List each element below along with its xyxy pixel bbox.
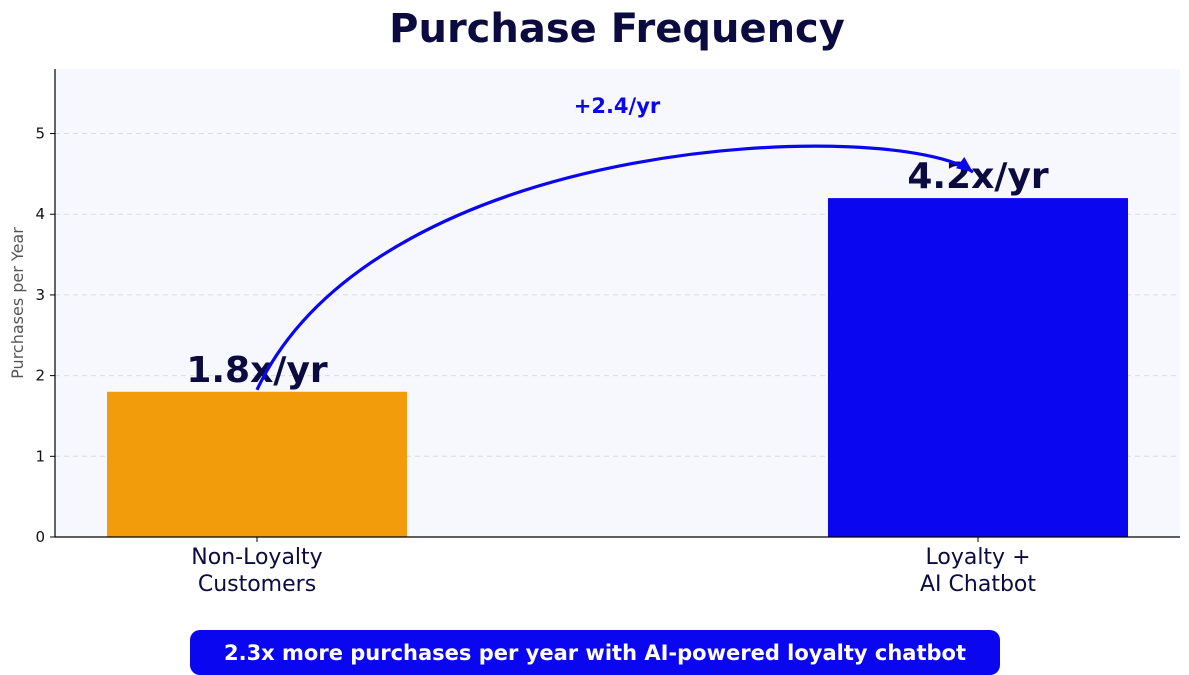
difference-label: +2.4/yr <box>574 94 661 118</box>
data-label: 4.2x/yr <box>907 156 1049 197</box>
data-label: 1.8x/yr <box>186 350 328 391</box>
y-tick-label: 2 <box>35 367 45 385</box>
arrow-curve <box>255 144 974 391</box>
summary-banner: 2.3x more purchases per year with AI-pow… <box>190 630 1000 675</box>
y-tick-label: 5 <box>35 125 45 143</box>
annotation: +2.4/yr <box>255 94 974 391</box>
y-tick-label: 0 <box>35 528 45 546</box>
chart-title: Purchase Frequency <box>389 6 845 52</box>
y-tick-label: 4 <box>35 205 45 223</box>
arrow-head <box>955 156 973 173</box>
x-tick-label: Loyalty + <box>925 545 1030 570</box>
y-axis-label: Purchases per Year <box>8 227 27 379</box>
axes <box>54 69 1180 538</box>
x-tick-label: Non-Loyalty <box>191 545 322 570</box>
bars <box>107 198 1128 537</box>
y-tick-label: 3 <box>35 286 45 304</box>
x-tick-label: Customers <box>198 572 316 597</box>
bar <box>828 198 1128 537</box>
y-tick-label: 1 <box>35 447 45 465</box>
bar <box>107 391 407 537</box>
x-tick-label: AI Chatbot <box>920 572 1036 597</box>
data-labels: 1.8x/yr 4.2x/yr <box>186 156 1049 391</box>
